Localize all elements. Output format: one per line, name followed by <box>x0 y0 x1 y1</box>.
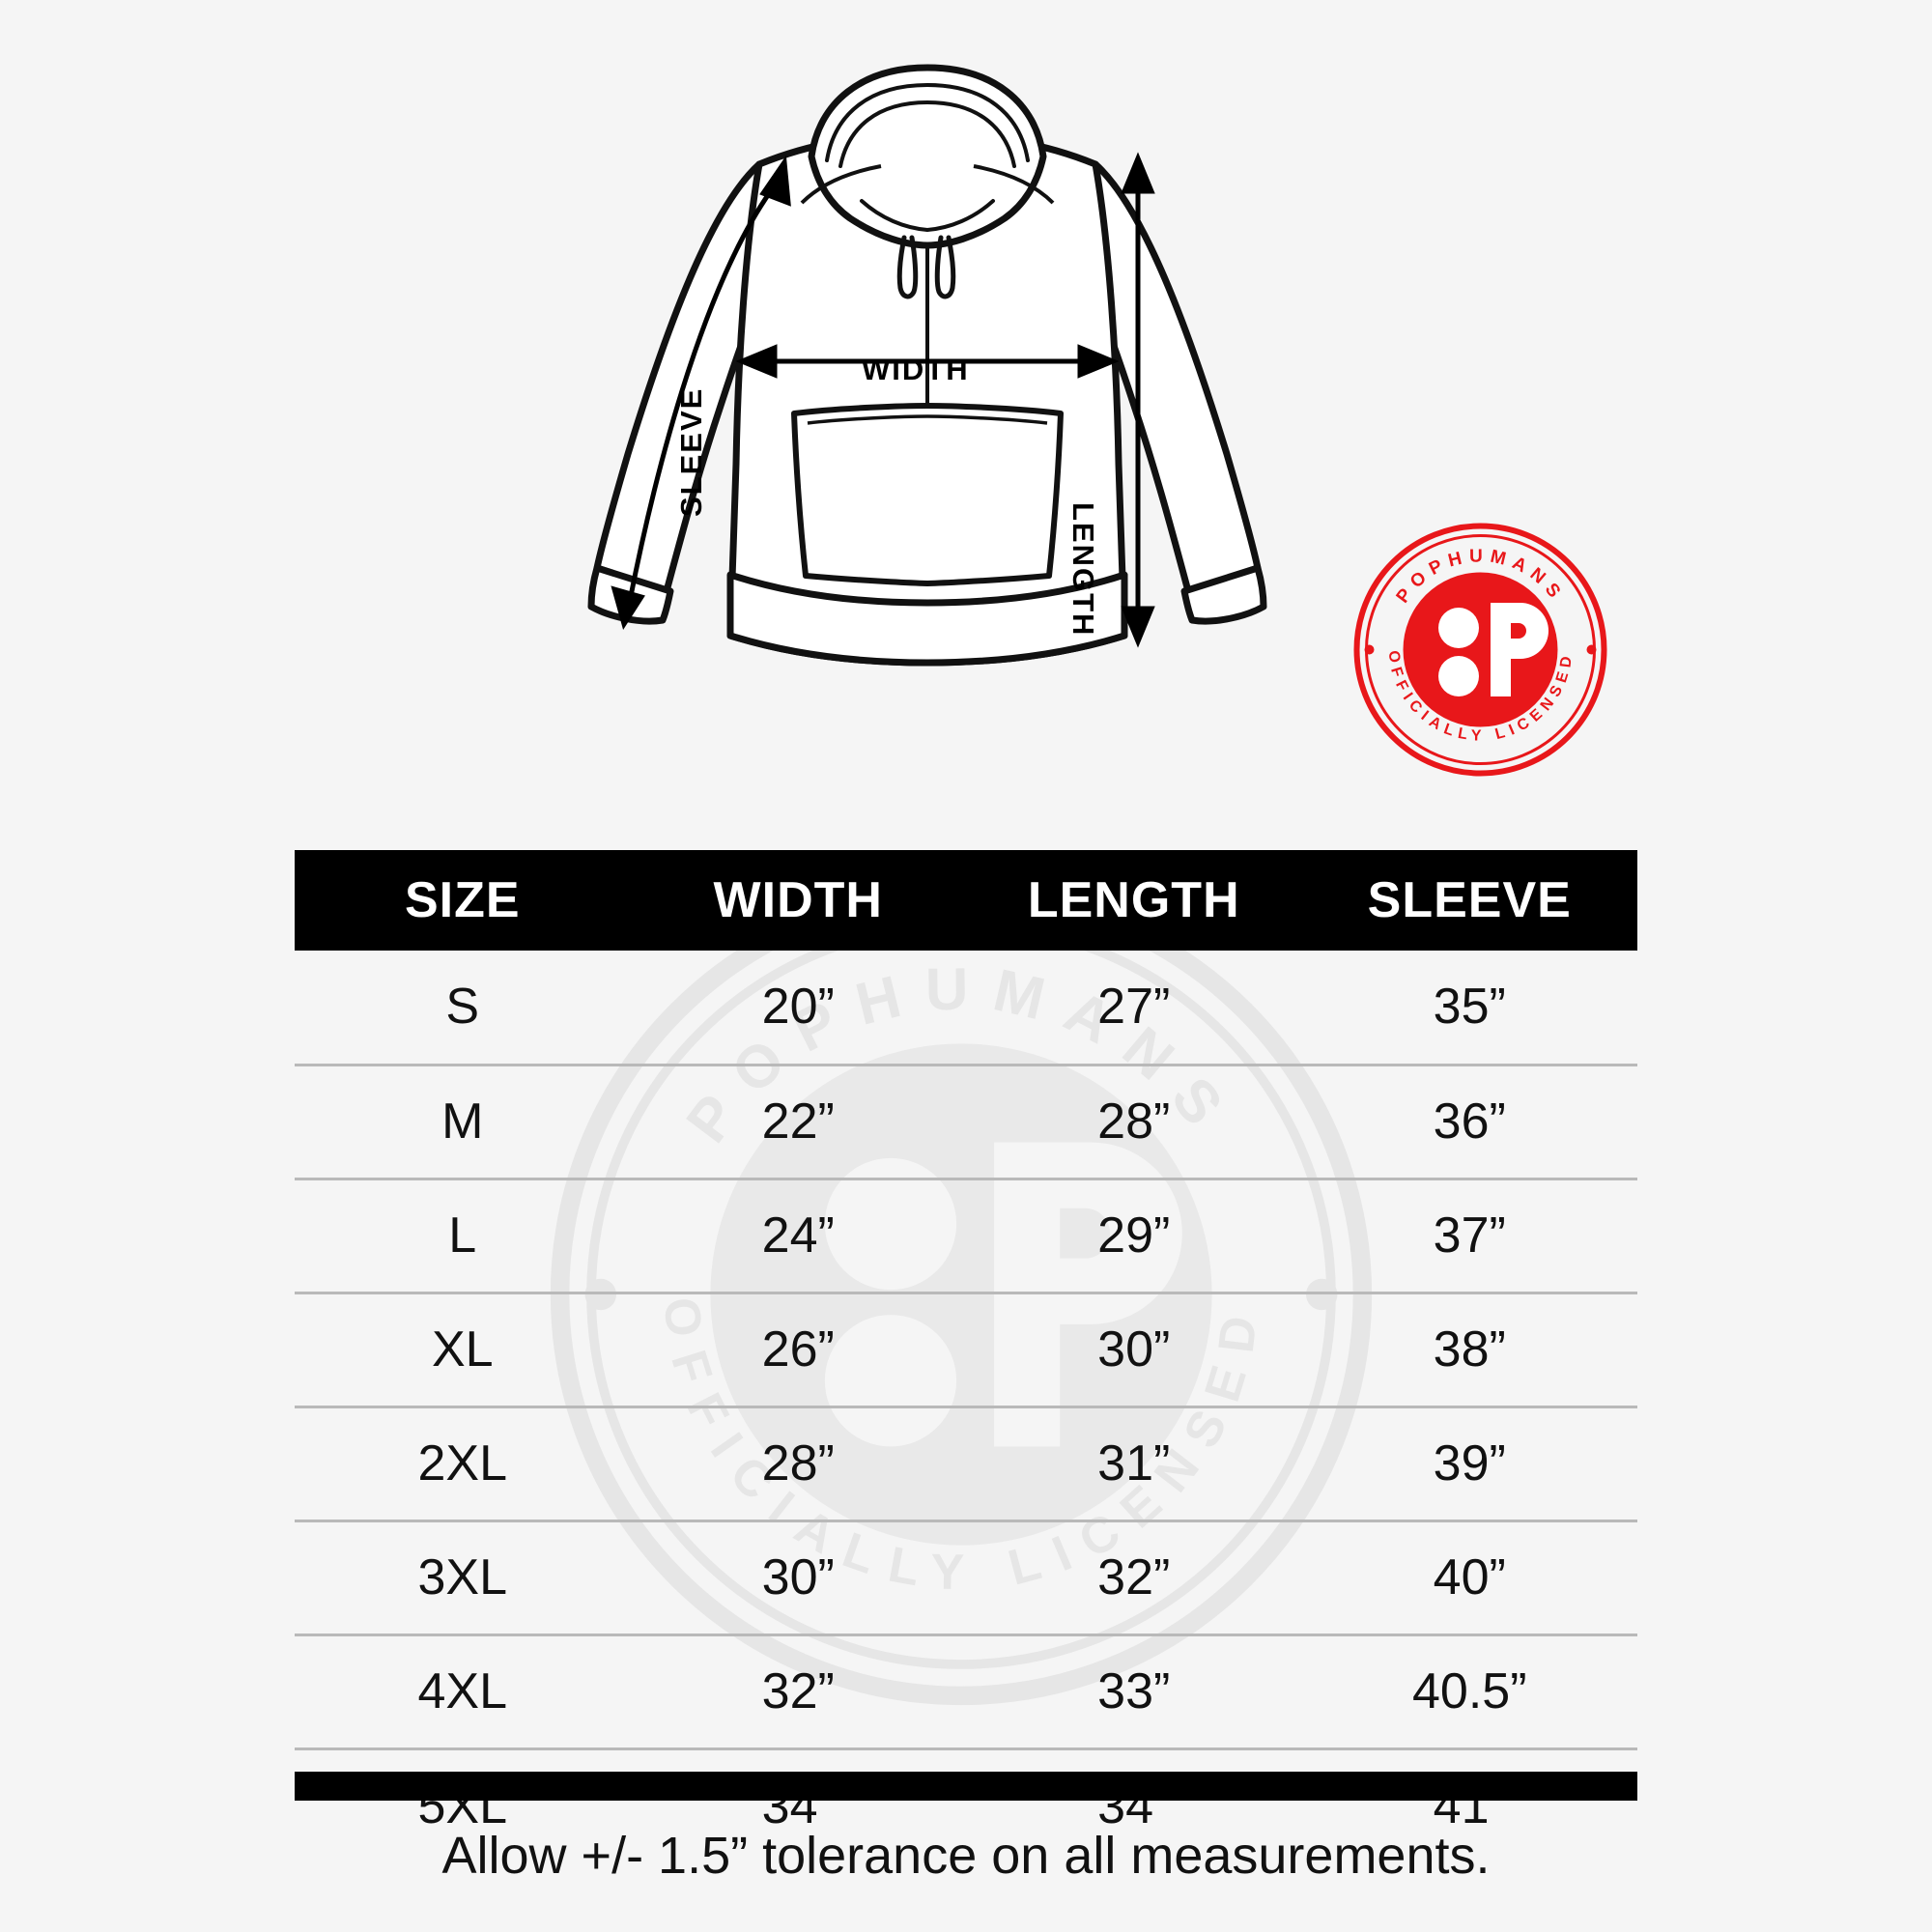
badge-side-dot-right <box>1586 644 1597 655</box>
cell-width: 20” <box>630 951 966 1066</box>
sleeve-arrow <box>611 155 791 631</box>
width-measurement-label: WIDTH <box>862 353 970 386</box>
cell-sleeve: 35” <box>1301 951 1637 1066</box>
hoodie-illustration: WIDTH LENGTH SLEEVE <box>0 0 1932 831</box>
cell-width: 26” <box>630 1293 966 1408</box>
size-table-header: SIZE WIDTH LENGTH SLEEVE <box>295 850 1637 951</box>
cell-size: 2XL <box>295 1406 631 1522</box>
column-header-size: SIZE <box>295 850 631 951</box>
table-row: 4XL 32” 33” 40.5” <box>295 1634 1637 1750</box>
cell-width: 30” <box>630 1520 966 1636</box>
cell-sleeve: 38” <box>1301 1293 1637 1408</box>
cell-length: 33” <box>966 1634 1302 1750</box>
badge-monogram <box>1491 603 1548 696</box>
cell-length: 30” <box>966 1293 1302 1408</box>
footer-divider-bar <box>295 1772 1637 1801</box>
cell-width: 32” <box>630 1634 966 1750</box>
cell-width: 22” <box>630 1065 966 1180</box>
cell-sleeve: 37” <box>1301 1179 1637 1294</box>
header-row: SIZE WIDTH LENGTH SLEEVE <box>295 850 1637 951</box>
badge-outer-ring <box>1353 523 1607 777</box>
badge-side-dot-left <box>1364 644 1375 655</box>
badge-dot-upper <box>1438 608 1479 648</box>
cell-length: 28” <box>966 1065 1302 1180</box>
column-header-length: LENGTH <box>966 850 1302 951</box>
cell-size: M <box>295 1065 631 1180</box>
cell-sleeve: 40” <box>1301 1520 1637 1636</box>
table-row: L 24” 29” 37” <box>295 1179 1637 1294</box>
table-row: M 22” 28” 36” <box>295 1065 1637 1180</box>
size-table-container: POPHUMANS OFFICIALLY LICENSED SIZE WIDTH… <box>295 850 1637 1834</box>
length-arrow <box>1121 152 1155 648</box>
table-row: XL 26” 30” 38” <box>295 1293 1637 1408</box>
tolerance-note: Allow +/- 1.5” tolerance on all measurem… <box>441 1827 1491 1885</box>
hoodie-drawing <box>587 64 1267 667</box>
cell-sleeve: 39” <box>1301 1406 1637 1522</box>
length-measurement-label: LENGTH <box>1066 502 1100 638</box>
table-row: 3XL 30” 32” 40” <box>295 1520 1637 1636</box>
cell-length: 29” <box>966 1179 1302 1294</box>
badge-dot-lower <box>1438 656 1479 696</box>
cell-size: XL <box>295 1293 631 1408</box>
width-arrow <box>735 344 1120 379</box>
cell-size: 4XL <box>295 1634 631 1750</box>
cell-size: L <box>295 1179 631 1294</box>
cell-width: 28” <box>630 1406 966 1522</box>
column-header-sleeve: SLEEVE <box>1301 850 1637 951</box>
pophumans-officially-licensed-badge: POPHUMANS OFFICIALLY LICENSED <box>1353 523 1607 777</box>
size-table-body: S 20” 27” 35” M 22” 28” 36” L 24” 29” 37… <box>295 951 1637 1862</box>
cell-length: 31” <box>966 1406 1302 1522</box>
column-header-width: WIDTH <box>630 850 966 951</box>
cell-size: 3XL <box>295 1520 631 1636</box>
cell-width: 24” <box>630 1179 966 1294</box>
cell-size: S <box>295 951 631 1066</box>
sleeve-measurement-label: SLEEVE <box>674 386 708 517</box>
size-table: SIZE WIDTH LENGTH SLEEVE S 20” 27” 35” M… <box>295 850 1637 1862</box>
cell-sleeve: 36” <box>1301 1065 1637 1180</box>
cell-length: 27” <box>966 951 1302 1066</box>
table-row: 2XL 28” 31” 39” <box>295 1406 1637 1522</box>
cell-length: 32” <box>966 1520 1302 1636</box>
table-row: S 20” 27” 35” <box>295 951 1637 1066</box>
cell-sleeve: 40.5” <box>1301 1634 1637 1750</box>
